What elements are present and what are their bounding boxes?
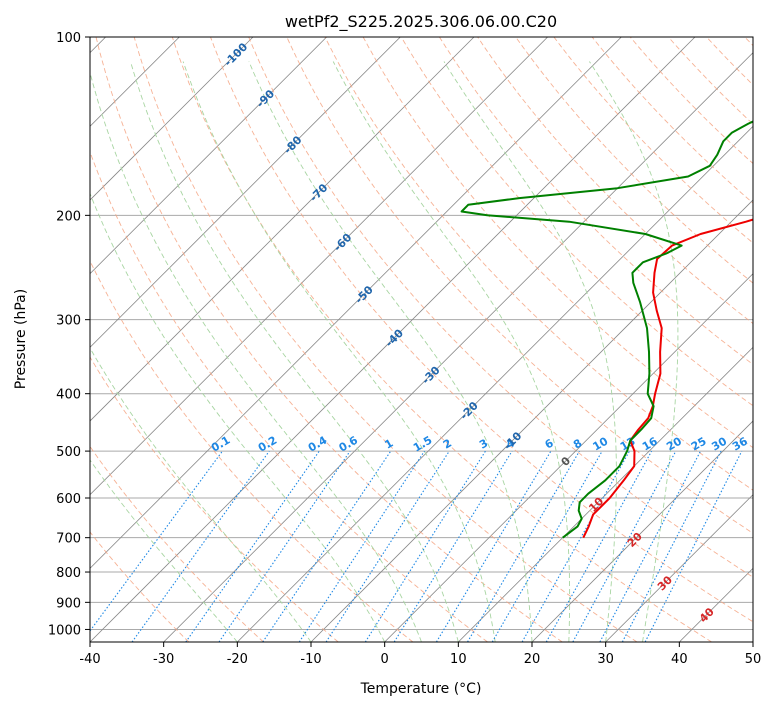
- dry-adiabat-line: [477, 37, 753, 325]
- isotherm-line: [237, 125, 753, 642]
- isotherm-line: [90, 37, 401, 348]
- isotherm-line: [458, 346, 753, 642]
- isotherm-line: [90, 37, 327, 275]
- dry-adiabat-line: [591, 37, 753, 204]
- dry-adiabat-line: [400, 37, 753, 407]
- mixing-ratio-line: [325, 450, 450, 642]
- mixing-ratio-line: [599, 450, 702, 642]
- dry-adiabat-line: [439, 37, 753, 365]
- mixing-ratio-line: [185, 450, 320, 642]
- x-tick-label: 10: [450, 652, 467, 667]
- x-tick-label: -30: [153, 652, 174, 667]
- y-tick-label: 1000: [48, 623, 81, 638]
- isotherm-line: [384, 273, 753, 642]
- y-tick-label: 800: [56, 566, 81, 581]
- mixing-ratio-line: [644, 450, 743, 642]
- x-tick-label: -40: [79, 652, 100, 667]
- x-tick-label: -10: [300, 652, 321, 667]
- moist-adiabat-line: [90, 347, 312, 642]
- background-lines: [90, 37, 753, 642]
- isotherm-line: [90, 37, 475, 422]
- y-tick-label: 600: [56, 492, 81, 507]
- isotherm-line: [90, 37, 254, 201]
- dry-adiabat-line: [90, 259, 414, 642]
- x-tick-label: -20: [227, 652, 248, 667]
- isotherm-line: [90, 37, 548, 496]
- isotherm-line: [163, 52, 753, 642]
- y-tick-label: 300: [56, 314, 81, 329]
- mixing-ratio-line: [298, 450, 425, 642]
- dry-adiabat-line: [324, 37, 753, 491]
- mixing-ratio-line: [131, 450, 270, 642]
- y-tick-label: 900: [56, 596, 81, 611]
- sounding-profiles: [460, 120, 753, 539]
- y-tick-label: 200: [56, 209, 81, 224]
- moist-adiabat-line: [130, 61, 459, 642]
- moist-adiabat-line: [589, 61, 679, 642]
- dry-adiabat-line: [362, 37, 753, 449]
- dry-adiabat-line: [171, 37, 712, 642]
- dry-adiabat-line: [210, 37, 753, 623]
- mixing-ratio-line: [545, 450, 653, 642]
- dry-adiabat-line: [248, 37, 753, 578]
- dry-adiabat-line: [286, 37, 753, 534]
- axes: -40 -30 -20 -10 0 10 20 30 40 50 100 200 300 400 500 60…: [48, 31, 761, 667]
- dry-adiabat-line: [95, 37, 563, 642]
- moist-adiabat-line: [332, 61, 571, 642]
- isotherm-line: [605, 494, 753, 642]
- mixing-ratio-line: [364, 450, 486, 642]
- moist-adiabat-line: [90, 70, 422, 642]
- isotherm-line: [90, 37, 696, 642]
- mixing-ratio-line: [393, 450, 513, 642]
- temperature-profile-line: [582, 218, 753, 539]
- mixing-ratio-line: [521, 450, 630, 642]
- mixing-ratio-line: [218, 450, 351, 642]
- x-tick-label: 20: [524, 652, 541, 667]
- y-tick-label: 400: [56, 388, 81, 403]
- dry-adiabat-line: [133, 37, 638, 642]
- moist-adiabat-line: [90, 192, 386, 642]
- y-axis-label: Pressure (hPa): [13, 289, 29, 389]
- x-axis-label: Temperature (°C): [360, 681, 482, 697]
- x-tick-label: 0: [381, 652, 389, 667]
- dry-adiabat-line: [90, 531, 190, 642]
- x-tick-label: 50: [745, 652, 762, 667]
- y-tick-label: 100: [56, 31, 81, 46]
- x-tick-label: 40: [671, 652, 688, 667]
- isotherm-line: [90, 37, 622, 569]
- mixing-ratio-line: [621, 450, 722, 642]
- chart-title: wetPf2_S225.2025.306.06.00.C20: [285, 12, 557, 32]
- dewpoint-profile-line: [460, 120, 753, 539]
- y-tick-label: 500: [56, 445, 81, 460]
- dry-adiabat-line: [90, 150, 488, 642]
- mixing-ratio-line: [90, 450, 223, 632]
- plot-frame: [89, 36, 754, 643]
- moist-adiabat-line: [248, 61, 533, 642]
- dry-adiabat-line: [553, 37, 753, 244]
- x-tick-label: 30: [597, 652, 614, 667]
- mixing-ratio-line: [572, 450, 677, 642]
- isotherm-line: [531, 420, 753, 642]
- y-tick-label: 700: [56, 532, 81, 547]
- moist-adiabat-line: [182, 61, 496, 642]
